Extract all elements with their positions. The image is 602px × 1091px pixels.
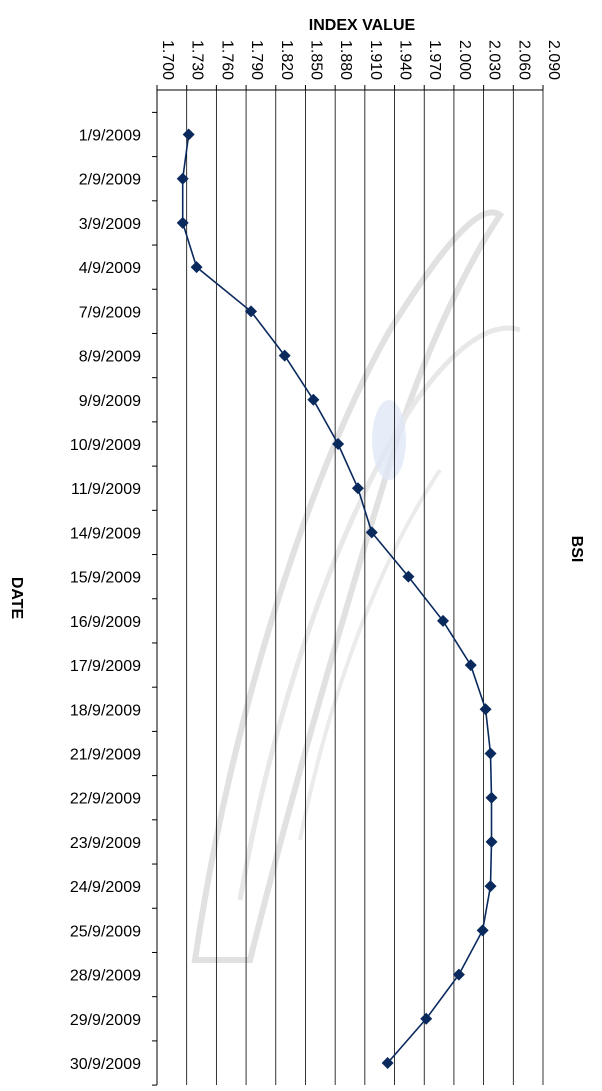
date-tick-marks (152, 111, 157, 1086)
date-label: 11/9/2009 (71, 481, 141, 498)
data-point-marker (365, 526, 378, 539)
data-point-marker (402, 570, 415, 583)
axes (156, 85, 544, 1085)
data-point-marker (452, 968, 465, 981)
date-label: 23/9/2009 (70, 835, 141, 852)
value-tick-label: 2.060 (515, 40, 532, 80)
date-label: 30/9/2009 (70, 1056, 141, 1073)
series-markers (176, 128, 498, 1069)
date-label: 22/9/2009 (70, 791, 141, 808)
data-point-marker (351, 482, 364, 495)
data-point-marker (176, 172, 189, 185)
date-label: 3/9/2009 (79, 216, 141, 233)
data-point-marker (479, 703, 492, 716)
value-tick-label: 1.880 (337, 40, 354, 80)
date-label: 28/9/2009 (70, 968, 141, 985)
date-label: 7/9/2009 (79, 304, 141, 321)
data-point-marker (420, 1012, 433, 1025)
value-tick-label: 1.820 (278, 40, 295, 80)
value-tick-labels: 1.700 1.730 1.760 1.790 1.820 1.850 1.880 1.910… (159, 40, 562, 80)
data-point-marker (176, 216, 189, 229)
series-legend-label: BSI (568, 536, 585, 563)
data-point-marker (476, 924, 489, 937)
value-tick-label: 1.940 (397, 40, 414, 80)
date-label: 1/9/2009 (79, 128, 141, 145)
value-tick-label: 1.760 (218, 40, 235, 80)
date-label: 17/9/2009 (70, 658, 141, 675)
value-axis-title: INDEX VALUE (309, 17, 416, 34)
series-line-bsi (181, 134, 493, 1064)
date-label: 8/9/2009 (79, 349, 141, 366)
date-label: 9/9/2009 (79, 393, 141, 410)
date-label: 25/9/2009 (70, 923, 141, 940)
data-point-marker (485, 835, 498, 848)
value-tick-label: 2.000 (456, 40, 473, 80)
data-point-marker (182, 128, 195, 141)
date-label: 2/9/2009 (79, 172, 141, 189)
date-label: 10/9/2009 (70, 437, 141, 454)
date-label: 24/9/2009 (70, 879, 141, 896)
data-point-marker (484, 880, 497, 893)
date-label: 21/9/2009 (70, 747, 141, 764)
date-label: 15/9/2009 (70, 570, 141, 587)
data-point-marker (485, 791, 498, 804)
date-label: 18/9/2009 (70, 702, 141, 719)
data-point-marker (332, 438, 345, 450)
value-tick-label: 1.970 (426, 40, 443, 80)
data-point-marker (245, 305, 258, 318)
date-axis-title: DATE (8, 577, 25, 620)
data-point-marker (190, 261, 203, 274)
date-label: 29/9/2009 (70, 1012, 141, 1029)
value-tick-label: 2.030 (486, 40, 503, 80)
date-labels: 1/9/2009 2/9/2009 3/9/2009 4/9/2009 7/9/2009… (70, 128, 141, 1074)
data-point-marker (307, 393, 320, 406)
date-label: 14/9/2009 (70, 525, 141, 542)
data-point-marker (464, 659, 477, 672)
watermark-logo (191, 209, 521, 963)
value-tick-label: 1.910 (367, 40, 384, 80)
value-tick-label: 1.730 (189, 40, 206, 80)
value-tick-label: 1.700 (159, 40, 176, 80)
data-point-marker (278, 349, 291, 362)
value-tick-label: 2.090 (545, 40, 562, 80)
value-gridlines (156, 90, 544, 1085)
date-label: 16/9/2009 (70, 614, 141, 631)
value-tick-label: 1.850 (307, 40, 324, 80)
data-point-marker (437, 614, 450, 627)
data-point-marker (381, 1057, 394, 1069)
date-label: 4/9/2009 (79, 260, 141, 277)
value-tick-label: 1.790 (248, 40, 265, 80)
data-point-marker (484, 747, 497, 760)
